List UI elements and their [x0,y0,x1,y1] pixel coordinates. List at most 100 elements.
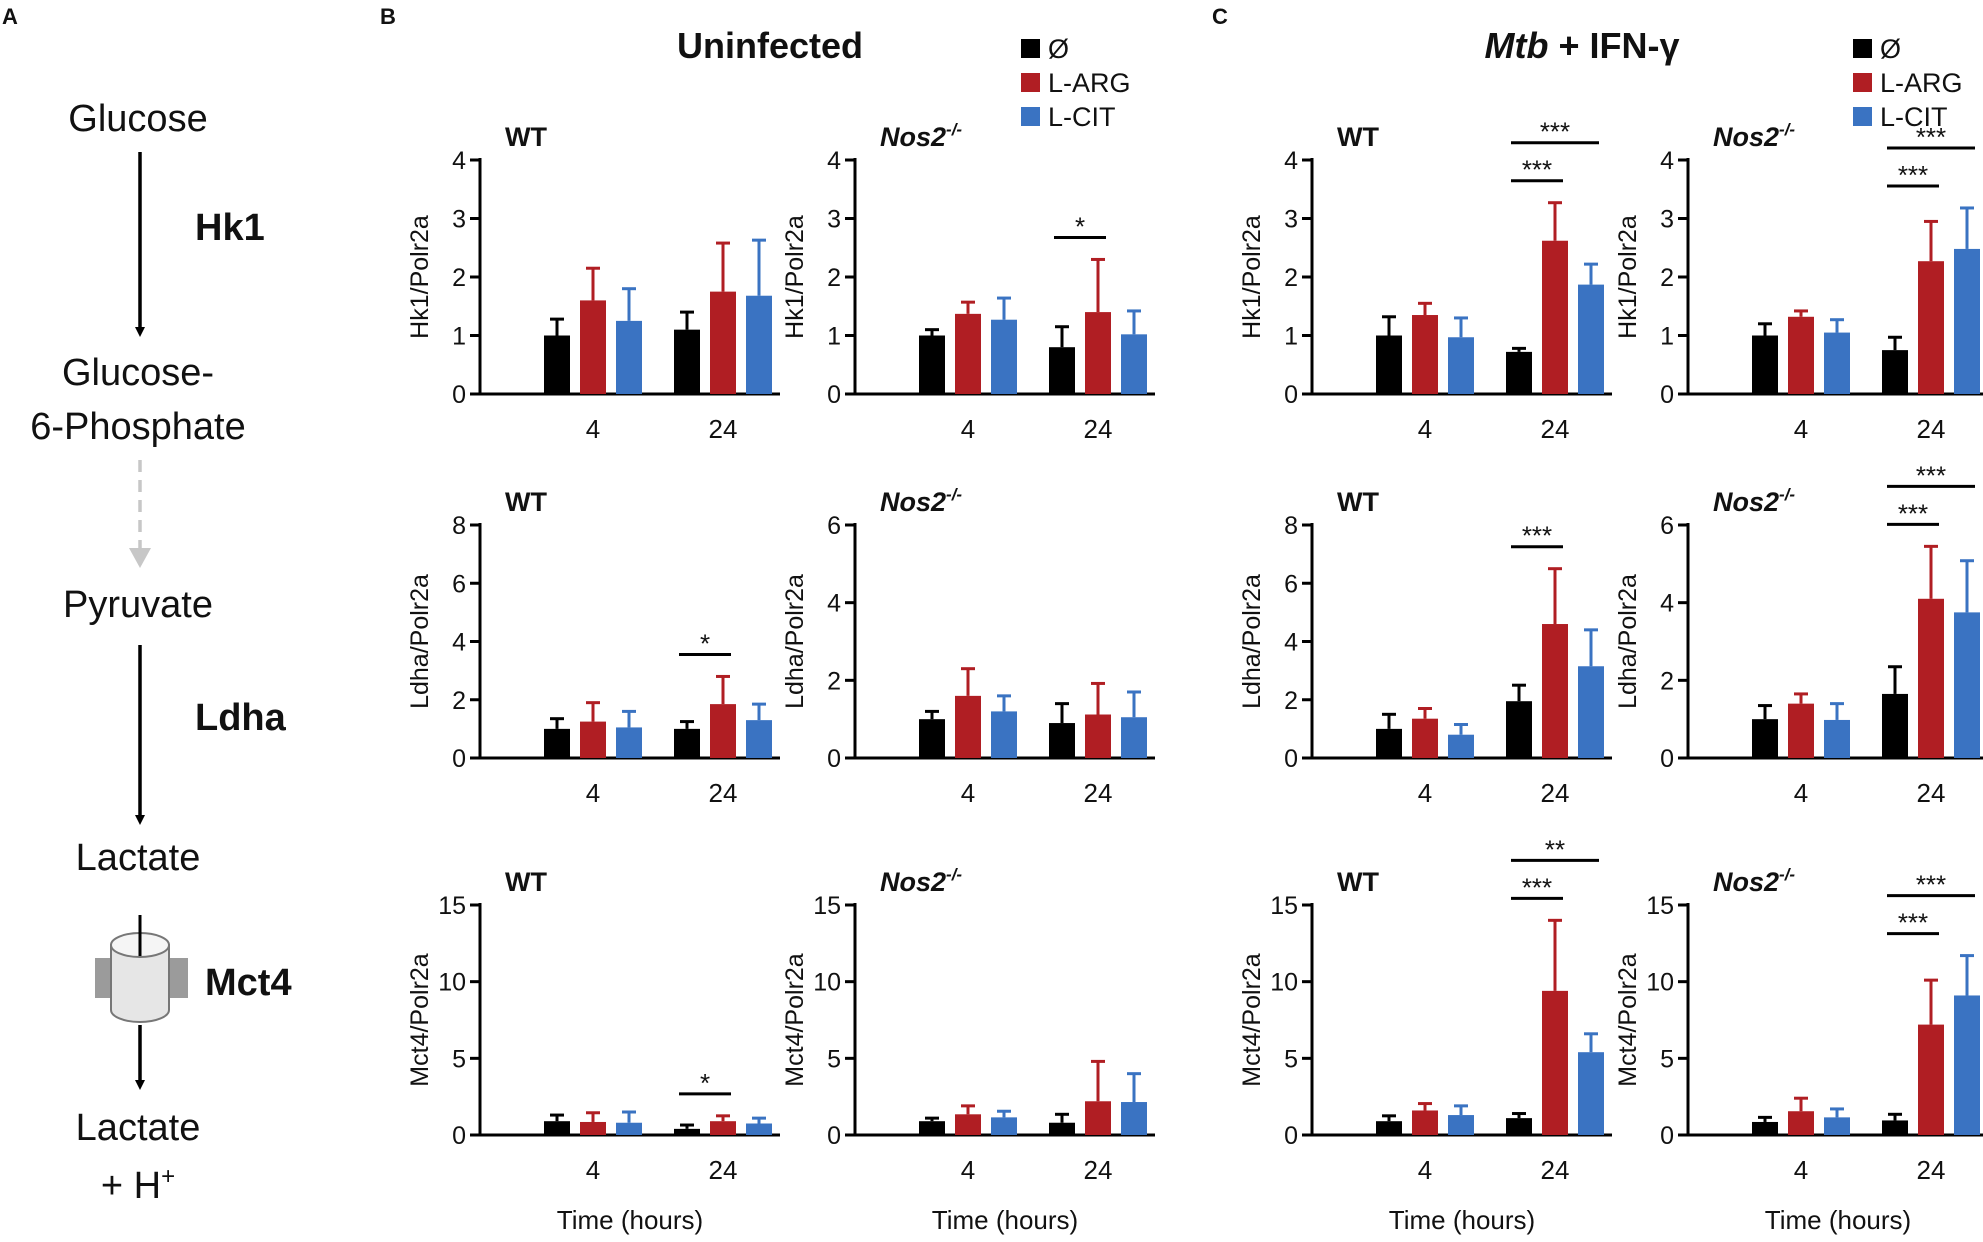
bar [1376,728,1402,758]
x-tick-label: 24 [1917,414,1946,444]
genotype-label: WT [1337,122,1379,152]
bar [1824,1117,1850,1135]
bar [710,1121,736,1135]
y-axis-label: Mct4/Polr2a [406,953,434,1086]
legend-label-lcit: L-CIT [1048,102,1116,132]
x-tick-label: 24 [709,414,738,444]
y-tick-label: 0 [827,1122,841,1150]
legend-label-ctrl: Ø [1880,34,1901,64]
legend-swatch-lcit [1853,107,1872,126]
bar [544,1121,570,1135]
x-tick-label: 4 [1794,1155,1808,1185]
genotype-label: Nos2-/- [880,120,962,152]
bar [1788,316,1814,394]
y-tick-label: 0 [827,381,841,409]
significance-label: ** [1545,834,1565,864]
y-tick-label: 10 [438,969,466,997]
y-tick-label: 6 [1284,570,1298,598]
bar [1448,734,1474,758]
bar [1049,1122,1075,1135]
bar [1918,261,1944,394]
bar [710,704,736,758]
significance-label: *** [1522,155,1552,185]
bar [746,295,772,394]
x-tick-label: 24 [1917,1155,1946,1185]
significance-label: *** [1522,521,1552,551]
bar [955,695,981,758]
y-tick-label: 2 [452,687,466,715]
bar [1578,666,1604,758]
x-tick-label: 4 [1418,414,1432,444]
bar [1954,995,1980,1135]
y-tick-label: 0 [452,381,466,409]
y-tick-label: 15 [438,892,466,920]
panel-label-c: C [1212,4,1228,29]
x-tick-label: 4 [961,1155,975,1185]
y-tick-label: 8 [1284,512,1298,540]
x-tick-label: 4 [1794,778,1808,808]
bar [1448,1115,1474,1135]
bar [1085,312,1111,394]
y-tick-label: 1 [827,323,841,351]
panel-label-a: A [2,4,18,29]
y-tick-label: 2 [452,264,466,292]
y-tick-label: 3 [1660,206,1674,234]
legend-swatch-larg [1021,73,1040,92]
x-tick-label: 24 [1084,1155,1113,1185]
y-tick-label: 10 [1270,969,1298,997]
bar [1882,693,1908,758]
y-tick-label: 4 [1660,590,1674,618]
arrow-g6p-to-pyruvate [129,460,151,568]
metabolite-lactate-out: Lactate [76,1107,201,1149]
genotype-label: Nos2-/- [880,865,962,897]
y-tick-label: 6 [1660,512,1674,540]
legend-uninfected: Ø L-ARG L-CIT [1021,34,1131,132]
y-axis-label: Ldha/Polr2a [1238,574,1266,709]
bar [1918,598,1944,758]
title-uninfected: Uninfected [677,25,863,66]
metabolite-glucose-6p-line1: Glucose- [62,352,214,394]
y-tick-label: 1 [1284,323,1298,351]
genotype-label: WT [505,122,547,152]
x-tick-label: 4 [1418,1155,1432,1185]
x-axis-title: Time (hours) [932,1205,1078,1235]
legend-label-lcit: L-CIT [1880,102,1948,132]
bar [1752,1121,1778,1135]
x-tick-label: 24 [709,1155,738,1185]
bar [1121,717,1147,758]
bar [1412,718,1438,758]
bar [1824,719,1850,758]
enzyme-mct4: Mct4 [205,962,292,1004]
genotype-label: Nos2-/- [1713,485,1795,517]
y-axis-label: Ldha/Polr2a [406,574,434,709]
y-tick-label: 5 [1284,1045,1298,1073]
bar [991,1117,1017,1135]
bar [544,335,570,394]
significance-label: * [700,628,710,658]
significance-label: *** [1898,908,1928,938]
genotype-label: WT [1337,487,1379,517]
y-tick-label: 2 [1660,264,1674,292]
genotype-label: WT [505,867,547,897]
title-ifn: + IFN-γ [1548,25,1679,66]
y-tick-label: 0 [452,1122,466,1150]
x-tick-label: 4 [1418,778,1432,808]
bar [674,329,700,394]
y-tick-label: 0 [1660,745,1674,773]
y-axis-label: Mct4/Polr2a [1614,953,1642,1086]
bar [1376,1121,1402,1135]
bar [1752,335,1778,394]
x-tick-label: 4 [961,414,975,444]
significance-label: *** [1916,870,1946,900]
bar [991,711,1017,758]
x-tick-label: 4 [586,414,600,444]
